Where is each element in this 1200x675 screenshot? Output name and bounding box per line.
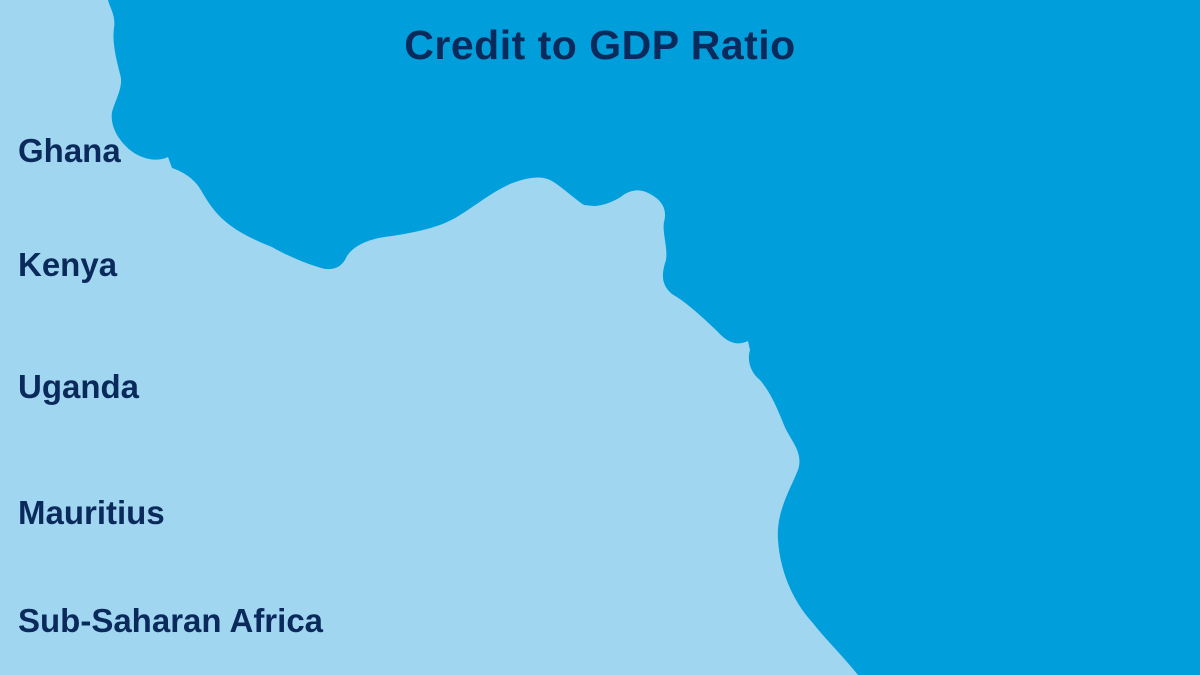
ocean-area	[108, 0, 1200, 675]
map-title: Credit to GDP Ratio	[404, 22, 796, 68]
island-shape	[634, 203, 642, 215]
country-label-mauritius: Mauritius	[18, 494, 165, 531]
country-label-ghana: Ghana	[18, 132, 121, 169]
country-label-kenya: Kenya	[18, 246, 118, 283]
country-label-uganda: Uganda	[18, 368, 140, 405]
region-label-sub-saharan-africa: Sub-Saharan Africa	[18, 602, 324, 639]
